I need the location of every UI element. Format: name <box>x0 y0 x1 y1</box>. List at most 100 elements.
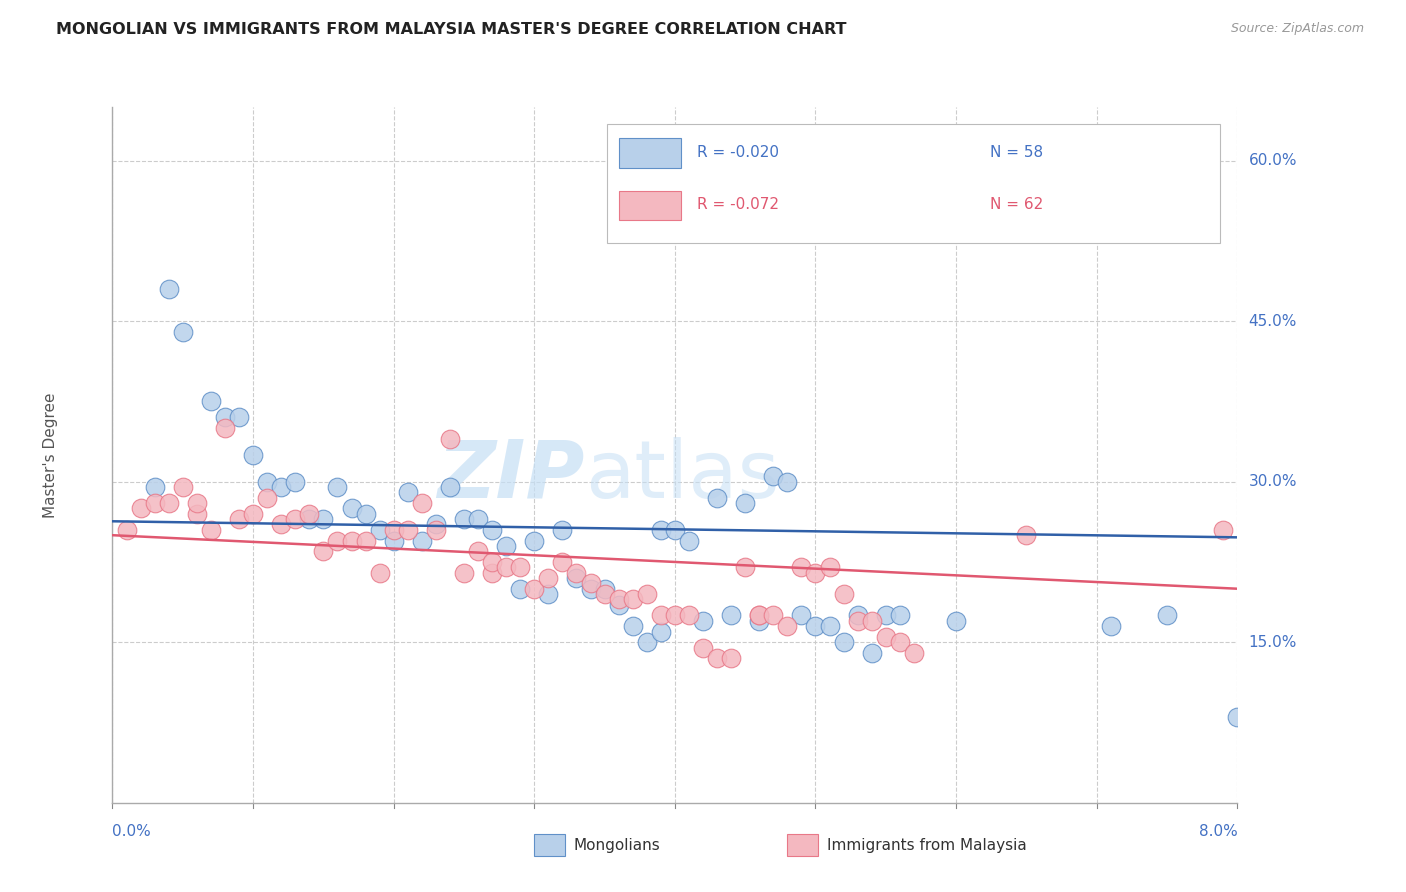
Point <box>439 480 461 494</box>
Point <box>565 566 588 580</box>
Point <box>228 512 250 526</box>
Point <box>1015 528 1038 542</box>
Point <box>621 592 644 607</box>
Point <box>425 523 447 537</box>
Point <box>411 533 433 548</box>
Point <box>748 608 770 623</box>
Point <box>382 533 405 548</box>
Point <box>818 619 841 633</box>
Point <box>242 507 264 521</box>
Point <box>804 566 827 580</box>
Point <box>509 582 531 596</box>
Text: N = 62: N = 62 <box>990 197 1043 212</box>
Point <box>270 480 292 494</box>
Point <box>439 432 461 446</box>
Point <box>579 576 602 591</box>
Text: Master's Degree: Master's Degree <box>44 392 58 517</box>
Point <box>495 560 517 574</box>
Point <box>186 507 208 521</box>
Text: R = -0.072: R = -0.072 <box>697 197 779 212</box>
Point <box>129 501 152 516</box>
Point <box>678 533 700 548</box>
Point <box>523 533 546 548</box>
Point <box>790 560 813 574</box>
Point <box>157 282 180 296</box>
Point <box>298 507 321 521</box>
Text: N = 58: N = 58 <box>990 145 1043 160</box>
FancyBboxPatch shape <box>619 138 681 168</box>
Point <box>875 608 897 623</box>
Point <box>720 608 742 623</box>
Point <box>875 630 897 644</box>
Text: MONGOLIAN VS IMMIGRANTS FROM MALAYSIA MASTER'S DEGREE CORRELATION CHART: MONGOLIAN VS IMMIGRANTS FROM MALAYSIA MA… <box>56 22 846 37</box>
Point <box>650 608 672 623</box>
Point <box>382 523 405 537</box>
Point <box>846 608 869 623</box>
Point <box>453 512 475 526</box>
Point <box>200 523 222 537</box>
Point <box>692 640 714 655</box>
Point <box>734 560 756 574</box>
Point <box>846 614 869 628</box>
Point <box>340 501 363 516</box>
Point <box>593 582 616 596</box>
Point <box>537 587 560 601</box>
Point <box>509 560 531 574</box>
Point <box>200 394 222 409</box>
Point <box>790 608 813 623</box>
Point <box>354 507 377 521</box>
Point <box>186 496 208 510</box>
Point <box>678 608 700 623</box>
Point <box>172 480 194 494</box>
Point <box>889 608 911 623</box>
Point <box>467 512 489 526</box>
Point <box>762 608 785 623</box>
Point <box>889 635 911 649</box>
Point <box>214 410 236 425</box>
Point <box>143 496 166 510</box>
Point <box>762 469 785 483</box>
Point <box>340 533 363 548</box>
Point <box>706 651 728 665</box>
Point <box>270 517 292 532</box>
Point <box>523 582 546 596</box>
Point <box>157 496 180 510</box>
Point <box>481 566 503 580</box>
Point <box>748 614 770 628</box>
Point <box>284 512 307 526</box>
Point <box>256 491 278 505</box>
Point <box>298 512 321 526</box>
Point <box>607 592 630 607</box>
Point <box>664 523 686 537</box>
Point <box>214 421 236 435</box>
Point <box>143 480 166 494</box>
Text: 30.0%: 30.0% <box>1249 475 1296 489</box>
Text: 8.0%: 8.0% <box>1198 823 1237 838</box>
Point <box>368 523 391 537</box>
Point <box>1212 523 1234 537</box>
Point <box>593 587 616 601</box>
Point <box>326 533 349 548</box>
Point <box>818 560 841 574</box>
Text: 45.0%: 45.0% <box>1249 314 1296 328</box>
Text: atlas: atlas <box>585 437 779 515</box>
Point <box>1226 710 1249 724</box>
Point <box>453 566 475 580</box>
Point <box>284 475 307 489</box>
Point <box>664 608 686 623</box>
Text: Immigrants from Malaysia: Immigrants from Malaysia <box>827 838 1026 853</box>
Point <box>706 491 728 505</box>
Point <box>312 544 335 558</box>
Point <box>411 496 433 510</box>
Point <box>734 496 756 510</box>
Point <box>860 614 883 628</box>
Point <box>945 614 967 628</box>
Text: 60.0%: 60.0% <box>1249 153 1296 168</box>
Point <box>551 523 574 537</box>
Point <box>748 608 770 623</box>
Point <box>312 512 335 526</box>
Point <box>579 582 602 596</box>
Point <box>776 619 799 633</box>
FancyBboxPatch shape <box>607 124 1220 243</box>
Text: 15.0%: 15.0% <box>1249 635 1296 649</box>
